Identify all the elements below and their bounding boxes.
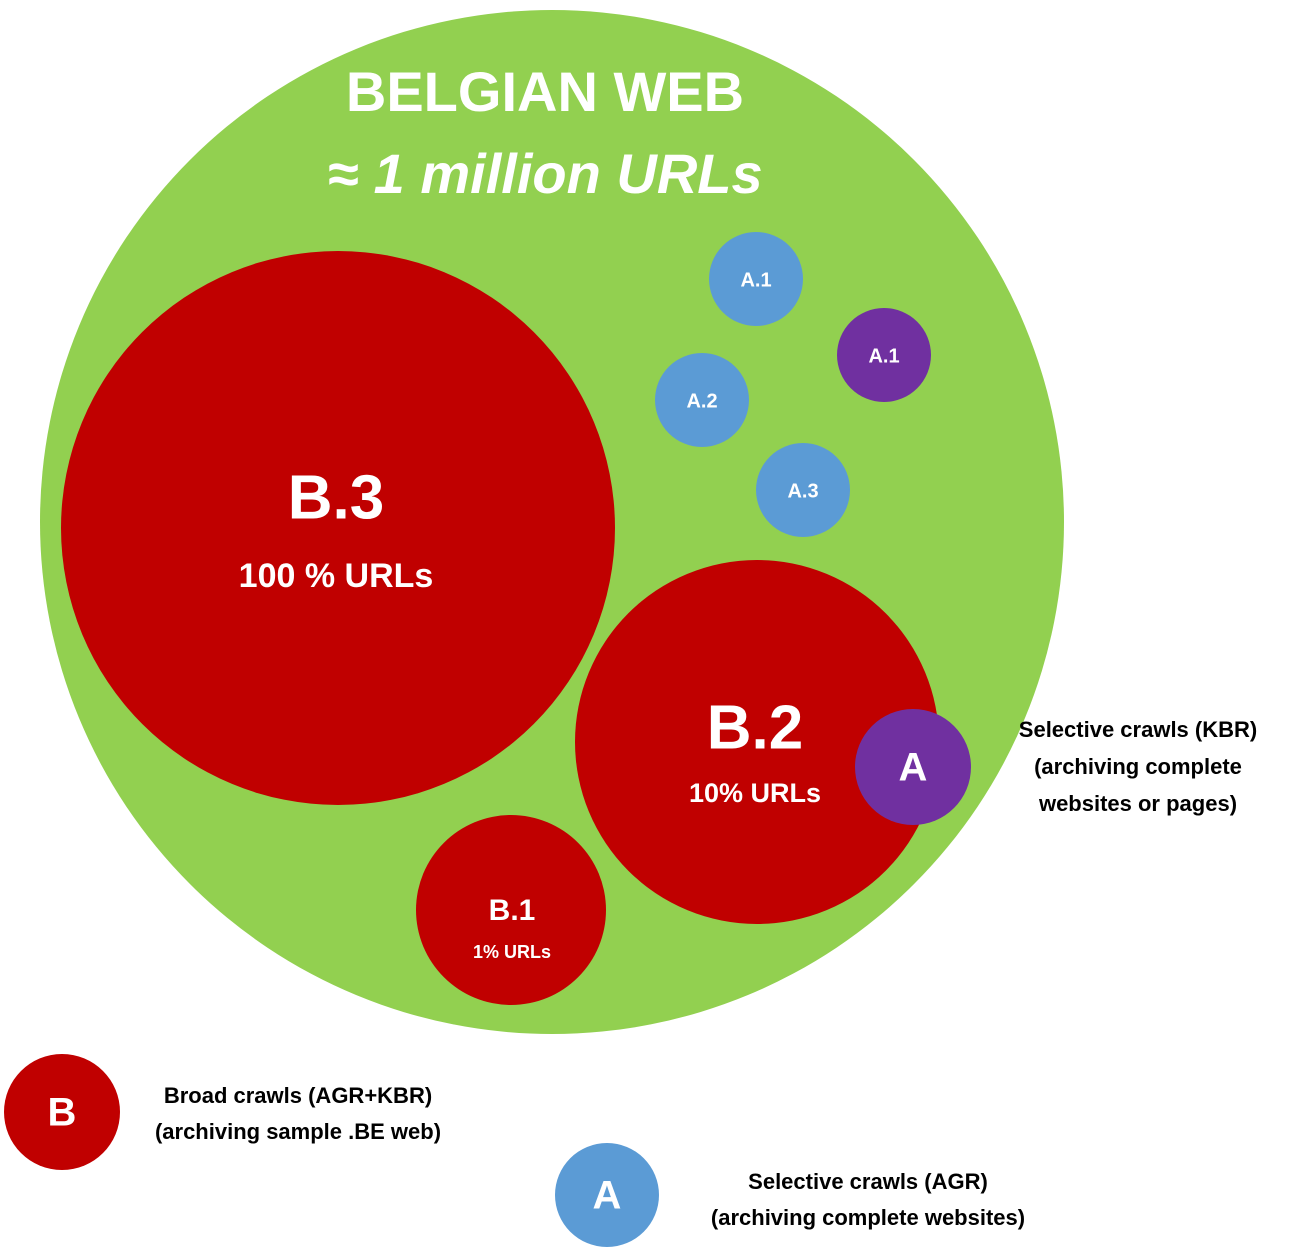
bubble-label: B.3 — [288, 463, 384, 532]
bubble-a2 — [655, 353, 749, 447]
bubble-sublabel: 1% URLs — [473, 942, 551, 962]
legend-text: (archiving sample .BE web) — [155, 1119, 441, 1144]
bubble-label: A.2 — [686, 390, 717, 412]
bubble-a1-kbr — [837, 308, 931, 402]
bubble-a1-agr — [709, 232, 803, 326]
legend-text: Selective crawls (AGR) — [748, 1169, 988, 1194]
bubble-label: A.1 — [868, 345, 899, 367]
bubble-b2 — [575, 560, 939, 924]
legend-text: websites or pages) — [1038, 791, 1237, 816]
bubble-label: A.1 — [740, 269, 771, 291]
legend-symbol-text: A — [593, 1174, 622, 1218]
legend-text: (archiving complete websites) — [711, 1205, 1025, 1230]
bubble-sublabel: 10% URLs — [689, 778, 821, 808]
legend-symbol-text: B — [48, 1091, 77, 1135]
bubble-a3 — [756, 443, 850, 537]
bubble-label: A.3 — [787, 480, 818, 502]
legend-symbol — [555, 1143, 659, 1247]
legend-symbol — [4, 1054, 120, 1170]
legend-text: Broad crawls (AGR+KBR) — [164, 1083, 432, 1108]
bubble-label: B.2 — [707, 693, 803, 762]
legend-symbol — [855, 709, 971, 825]
legend-text: (archiving complete — [1034, 754, 1242, 779]
subtitle: ≈ 1 million URLs — [327, 142, 762, 205]
bubble-sublabel: 100 % URLs — [239, 557, 434, 595]
bubble-label: B.1 — [489, 894, 536, 927]
legend-text: Selective crawls (KBR) — [1019, 717, 1257, 742]
title: BELGIAN WEB — [346, 60, 744, 123]
legend-symbol-text: A — [899, 746, 928, 790]
bubble-b3 — [61, 251, 615, 805]
bubble-b1 — [416, 815, 606, 1005]
